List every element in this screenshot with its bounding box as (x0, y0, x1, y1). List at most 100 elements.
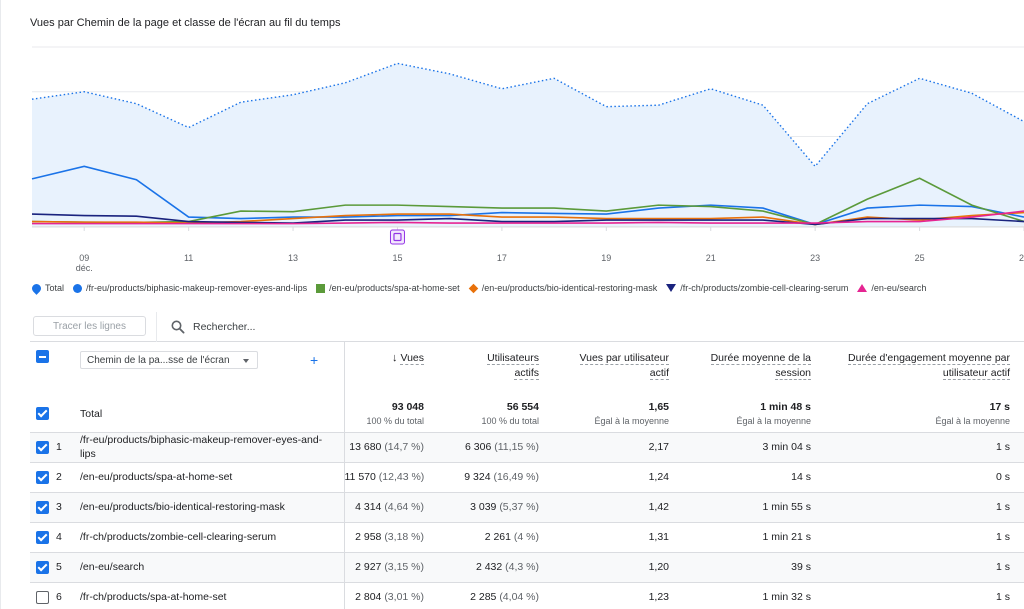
legend-item[interactable]: Total (30, 281, 65, 295)
row-engagement: 1 s (825, 581, 1024, 609)
column-header-views-per-user[interactable]: Vues par utilisateur actif (579, 352, 669, 380)
x-tick-label: 27 (1019, 253, 1024, 263)
note-icon[interactable] (389, 229, 405, 245)
table-row[interactable]: 3/en-eu/products/bio-identical-restoring… (30, 491, 1024, 522)
total-label: Total (80, 407, 103, 420)
series-line-3 (31, 211, 1024, 226)
table-row[interactable]: 1/fr-eu/products/biphasic-makeup-remover… (30, 431, 1024, 462)
x-tick-label: 13 (288, 253, 298, 263)
row-users: 2 432 (4,3 %) (438, 551, 553, 582)
table-toolbar: Tracer les lignes (30, 312, 1024, 342)
row-views: 11 570 (12,43 %) (344, 461, 438, 492)
table-row[interactable]: 2/en-eu/products/spa-at-home-set 11 570 (… (30, 461, 1024, 492)
sort-down-arrow-icon: ↓ (391, 352, 398, 364)
row-duration: 1 min 55 s (683, 491, 825, 522)
page-path: /en-eu/search (80, 551, 345, 582)
x-tick-label: 15 (392, 253, 402, 263)
legend-item[interactable]: /en-eu/products/bio-identical-restoring-… (468, 283, 658, 293)
row-users: 3 039 (5,37 %) (438, 491, 553, 522)
legend-item[interactable]: /fr-ch/products/zombie-cell-clearing-ser… (666, 283, 848, 293)
row-duration: 14 s (683, 461, 825, 492)
column-header-avg-engagement[interactable]: Durée d'engagement moyenne par utilisateu… (848, 352, 1010, 380)
row-checkbox[interactable] (36, 530, 49, 544)
row-index: 3 (56, 491, 80, 522)
row-checkbox[interactable] (36, 500, 49, 514)
x-month-label: déc. (76, 263, 93, 273)
search-input[interactable] (193, 321, 493, 333)
total-users: 56 554 100 % du total (481, 400, 539, 426)
row-index: 5 (56, 551, 80, 582)
column-header-active-users[interactable]: Utilisateurs actifs (487, 352, 539, 380)
x-tick-label: 19 (601, 253, 611, 263)
table-row[interactable]: 4/fr-ch/products/zombie-cell-clearing-se… (30, 521, 1024, 552)
page-path: /fr-eu/products/biphasic-makeup-remover-… (80, 431, 345, 462)
legend-drop-icon (30, 281, 43, 295)
row-checkbox[interactable] (36, 470, 49, 484)
row-views: 4 314 (4,64 %) (344, 491, 438, 522)
page-path: /fr-ch/products/spa-at-home-set (80, 581, 345, 609)
dimension-dropdown-label: Chemin de la pa...sse de l'écran (87, 354, 230, 366)
row-vpu: 1,23 (553, 581, 683, 609)
trace-lines-button[interactable]: Tracer les lignes (33, 316, 146, 336)
legend-label: /en-eu/products/bio-identical-restoring-… (481, 283, 658, 293)
total-row: Total 93 048 100 % du total 56 554 100 % d… (30, 396, 1024, 432)
legend-label: /fr-ch/products/zombie-cell-clearing-ser… (680, 283, 849, 293)
row-engagement: 1 s (825, 551, 1024, 582)
series-line-4 (31, 213, 1024, 226)
x-tick-label: 21 (706, 253, 716, 263)
legend-diamond-icon (468, 283, 478, 293)
page-path: /fr-ch/products/zombie-cell-clearing-ser… (80, 521, 345, 552)
row-engagement: 1 s (825, 431, 1024, 462)
legend-item[interactable]: /en-eu/products/spa-at-home-set (316, 283, 460, 293)
row-duration: 1 min 32 s (683, 581, 825, 609)
column-header-avg-session[interactable]: Durée moyenne de la session (710, 352, 811, 380)
legend-item[interactable]: /en-eu/search (857, 283, 926, 293)
legend-label: /en-eu/products/spa-at-home-set (329, 283, 460, 293)
legend-circle-icon (73, 283, 83, 293)
row-vpu: 1,20 (553, 551, 683, 582)
legend-tri-down-icon (666, 284, 677, 292)
row-users: 9 324 (16,49 %) (438, 461, 553, 492)
row-checkbox[interactable] (36, 440, 49, 454)
table-row[interactable]: 5/en-eu/search 2 927 (3,15 %) 2 432 (4,3 %… (30, 551, 1024, 582)
row-users: 6 306 (11,15 %) (438, 431, 553, 462)
table-row[interactable]: 6/fr-ch/products/spa-at-home-set 2 804 (3… (30, 581, 1024, 609)
row-engagement: 1 s (825, 521, 1024, 552)
row-vpu: 2,17 (553, 431, 683, 462)
row-checkbox[interactable] (36, 590, 49, 604)
table-header-row: Chemin de la pa...sse de l'écran + ↓ Vues… (30, 342, 1024, 396)
legend-item[interactable]: /fr-eu/products/biphasic-makeup-remover-… (73, 283, 307, 293)
row-index: 1 (56, 431, 80, 462)
series-line-2 (31, 177, 1024, 226)
row-vpu: 1,24 (553, 461, 683, 492)
select-all-checkbox[interactable] (36, 350, 49, 363)
total-views: 93 048 100 % du total (366, 400, 424, 426)
row-engagement: 0 s (825, 461, 1024, 492)
series-line-5 (32, 210, 1024, 225)
row-views: 2 958 (3,18 %) (344, 521, 438, 552)
series-area-total (32, 63, 1024, 227)
row-users: 2 285 (4,04 %) (438, 581, 553, 609)
add-dimension-button[interactable]: + (310, 352, 319, 368)
x-tick-label: 17 (497, 253, 507, 263)
x-tick-label: 11 (184, 253, 193, 263)
total-vpu: 1,65 Égal à la moyenne (594, 400, 669, 426)
legend-tri-up-icon (857, 284, 868, 292)
line-chart: 09 11 13 15 17 19 21 23 25 27 déc. (31, 46, 1024, 273)
column-header-views[interactable]: ↓ Vues (391, 352, 424, 365)
total-checkbox[interactable] (36, 407, 49, 421)
chart-title: Vues par Chemin de la page et classe de … (30, 17, 341, 29)
row-duration: 39 s (683, 551, 825, 582)
data-table: Chemin de la pa...sse de l'écran + ↓ Vues… (30, 342, 1024, 609)
series-line-1 (31, 165, 1024, 226)
legend-square-icon (316, 283, 326, 293)
total-engagement: 17 s Égal à la moyenne (935, 400, 1010, 426)
legend-label: Total (45, 283, 65, 293)
row-duration: 1 min 21 s (683, 521, 825, 552)
page-path: /en-eu/products/spa-at-home-set (80, 461, 345, 492)
row-duration: 3 min 04 s (683, 431, 825, 462)
dimension-dropdown[interactable]: Chemin de la pa...sse de l'écran (80, 351, 258, 369)
row-checkbox[interactable] (36, 560, 49, 574)
row-views: 13 680 (14,7 %) (344, 431, 438, 462)
